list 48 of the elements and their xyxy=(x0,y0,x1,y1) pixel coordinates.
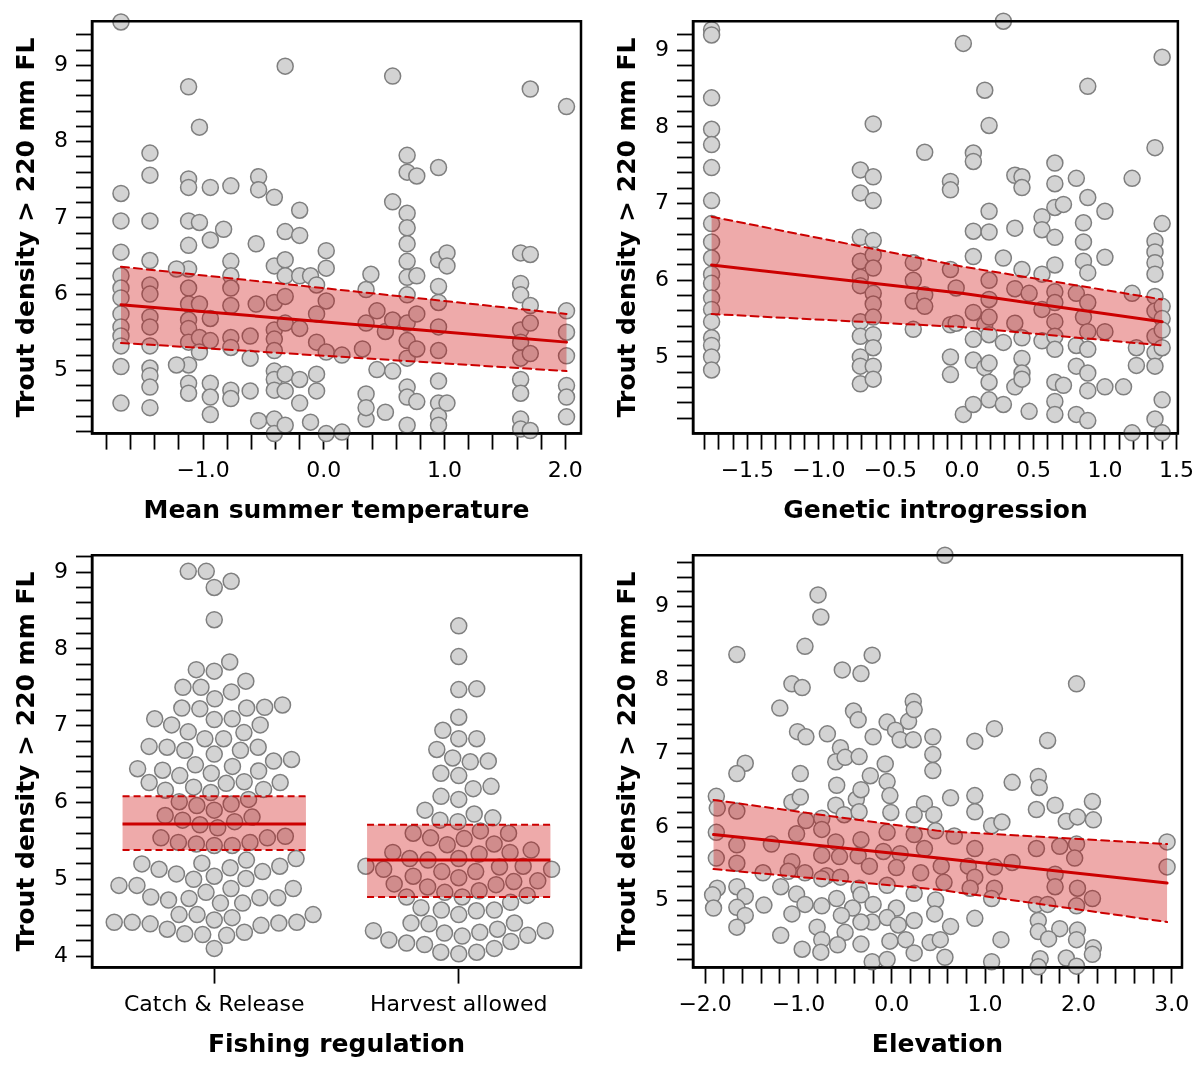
y-tick-label: 5 xyxy=(54,865,68,890)
y-tick-label: 9 xyxy=(655,36,669,62)
y-tick-label: 8 xyxy=(54,634,68,660)
x-tick-label: −1.0 xyxy=(771,990,826,1016)
x-tick-label: −2.0 xyxy=(678,990,732,1016)
x-axis-title: Fishing regulation xyxy=(207,1028,466,1058)
y-tick-label: 8 xyxy=(655,112,669,138)
y-tick-label: 9 xyxy=(54,51,68,77)
x-tick-label: 1.0 xyxy=(427,456,463,482)
y-tick-label: 9 xyxy=(655,592,669,618)
y-axis-title: Trout density > 220 mm FL xyxy=(611,571,641,952)
y-tick-label: 5 xyxy=(655,886,669,912)
y-tick-label: 7 xyxy=(54,711,68,737)
x-tick-label: 0.0 xyxy=(874,990,910,1016)
y-axis-title: Trout density > 220 mm FL xyxy=(10,571,40,952)
x-tick-label: 3.0 xyxy=(1154,990,1190,1016)
x-tick-label: −0.5 xyxy=(863,456,918,482)
x-tick-label: Harvest allowed xyxy=(370,990,548,1016)
y-tick-label: 6 xyxy=(655,266,669,292)
y-axis-title: Trout density > 220 mm FL xyxy=(611,37,641,418)
y-tick-label: 8 xyxy=(655,665,669,691)
y-tick-label: 4 xyxy=(54,941,68,967)
x-tick-label: 1.0 xyxy=(967,990,1003,1016)
y-tick-label: 7 xyxy=(655,739,669,765)
x-tick-label: 0.5 xyxy=(1015,456,1051,482)
x-tick-label: 0.0 xyxy=(944,456,980,482)
y-tick-label: 9 xyxy=(54,557,68,583)
x-tick-label: −1.5 xyxy=(720,456,775,482)
x-tick-label: 1.0 xyxy=(1087,456,1123,482)
y-tick-label: 5 xyxy=(54,356,68,382)
y-tick-label: 8 xyxy=(54,127,68,153)
x-axis-title: Mean summer temperature xyxy=(143,494,530,524)
x-tick-label: −1.0 xyxy=(792,456,846,482)
x-tick-label: 0.0 xyxy=(306,456,342,482)
y-tick-label: 7 xyxy=(54,203,68,229)
y-axis-title: Trout density > 220 mm FL xyxy=(10,37,40,418)
x-tick-label: Catch & Release xyxy=(123,990,305,1016)
x-axis-title: Genetic introgression xyxy=(783,494,1088,524)
x-tick-label: −1.0 xyxy=(176,456,230,482)
x-tick-label: 1.5 xyxy=(1158,456,1194,482)
y-tick-label: 5 xyxy=(655,342,669,368)
y-tick-label: 6 xyxy=(655,812,669,838)
y-tick-label: 6 xyxy=(54,788,68,814)
y-tick-label: 7 xyxy=(655,189,669,215)
x-tick-label: 2.0 xyxy=(1060,990,1096,1016)
x-axis-title: Elevation xyxy=(871,1028,1004,1058)
y-tick-label: 6 xyxy=(54,279,68,305)
x-tick-label: 2.0 xyxy=(547,456,583,482)
